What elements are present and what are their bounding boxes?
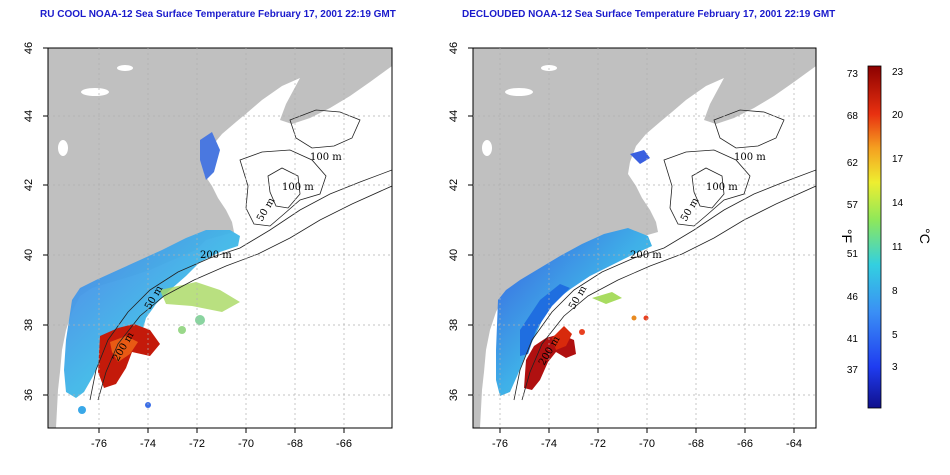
right-eddy <box>643 315 649 321</box>
colorbar-gradient <box>867 65 882 409</box>
fahrenheit-tick: 57 <box>847 200 859 211</box>
right-grid <box>473 48 816 428</box>
fahrenheit-tick: 51 <box>847 249 859 260</box>
right-x-tick: -64 <box>786 438 802 450</box>
left-y-tick: 46 <box>23 42 35 54</box>
right-x-tick: -68 <box>688 438 704 450</box>
left-contour-label: 100 m <box>310 152 342 163</box>
right-eddy <box>592 292 622 304</box>
left-eddy <box>178 326 186 334</box>
right-frame <box>472 47 817 429</box>
right-contour-label: 100 m <box>706 182 738 193</box>
left-map: 100 m 100 m 50 m 200 m 50 m 200 m -76 -7… <box>23 42 393 450</box>
left-map-title: RU COOL NOAA-12 Sea Surface Temperature … <box>40 9 396 20</box>
fahrenheit-tick: 41 <box>847 334 859 345</box>
left-lake <box>117 65 133 71</box>
right-x-tick: -74 <box>541 438 557 450</box>
left-lake <box>58 140 68 156</box>
right-cold-band <box>496 228 652 396</box>
right-ticks <box>468 47 795 433</box>
left-gulfstream-core <box>110 336 138 362</box>
left-patch <box>78 406 86 414</box>
right-contour-label: 200 m <box>630 250 662 261</box>
left-offshore-cold <box>200 132 220 180</box>
left-eddy <box>195 315 205 325</box>
left-contour-label: 200 m <box>200 250 232 261</box>
right-eddy <box>631 315 637 321</box>
right-y-tick: 42 <box>448 179 460 191</box>
right-lake <box>482 140 492 156</box>
right-lake <box>505 88 533 96</box>
left-ticks <box>43 47 345 433</box>
celsius-tick: 8 <box>892 286 898 297</box>
right-y-tick: 46 <box>448 42 460 54</box>
right-x-tick: -70 <box>639 438 655 450</box>
celsius-unit-label: °C <box>917 228 933 244</box>
left-x-tick: -74 <box>140 438 156 450</box>
left-grid <box>48 48 392 428</box>
left-x-tick: -70 <box>238 438 254 450</box>
left-contour-label: 100 m <box>282 182 314 193</box>
right-northern-cold <box>630 150 650 164</box>
right-map-title: DECLOUDED NOAA-12 Sea Surface Temperatur… <box>462 9 836 20</box>
right-bathymetry <box>513 109 816 401</box>
left-y-tick: 40 <box>23 249 35 261</box>
right-contour-label: 100 m <box>734 152 766 163</box>
left-x-tick: -68 <box>287 438 303 450</box>
fahrenheit-tick: 73 <box>847 69 859 80</box>
right-gulfstream <box>524 334 576 390</box>
right-map: 100 m 100 m 50 m 200 m 50 m 200 m -76 -7… <box>448 42 817 450</box>
left-x-tick: -72 <box>189 438 205 450</box>
left-land <box>48 48 392 428</box>
fahrenheit-tick: 46 <box>847 292 859 303</box>
right-shelf-strip <box>520 284 570 356</box>
left-frame <box>47 47 393 429</box>
left-lake <box>81 88 109 96</box>
celsius-tick: 3 <box>892 362 898 373</box>
fahrenheit-tick: 68 <box>847 111 859 122</box>
left-y-tick: 38 <box>23 319 35 331</box>
left-y-tick: 44 <box>23 110 35 122</box>
left-x-tick: -66 <box>336 438 352 450</box>
left-y-tick: 36 <box>23 389 35 401</box>
celsius-tick: 20 <box>892 110 904 121</box>
fahrenheit-tick: 62 <box>847 158 859 169</box>
right-y-tick: 40 <box>448 249 460 261</box>
left-gulfstream <box>98 324 160 388</box>
celsius-tick: 5 <box>892 330 898 341</box>
right-y-tick: 38 <box>448 319 460 331</box>
celsius-tick: 17 <box>892 154 904 165</box>
right-y-tick: 36 <box>448 389 460 401</box>
right-eddy <box>579 329 585 335</box>
celsius-tick: 11 <box>892 242 903 253</box>
right-y-tick: 44 <box>448 110 460 122</box>
right-x-tick: -76 <box>492 438 508 450</box>
right-x-tick: -66 <box>737 438 753 450</box>
right-warm-filament <box>552 326 572 350</box>
right-nova-scotia <box>704 56 816 124</box>
left-nova-scotia <box>280 56 392 124</box>
right-land <box>473 48 816 428</box>
celsius-tick: 23 <box>892 67 904 78</box>
fahrenheit-unit-label: °F <box>839 229 855 243</box>
colorbar: 73 68 62 57 51 46 41 37 23 20 17 14 11 8… <box>839 65 933 409</box>
celsius-tick: 14 <box>892 198 904 209</box>
fahrenheit-tick: 37 <box>847 365 859 376</box>
left-warm-eddies <box>160 282 240 312</box>
left-x-tick: -76 <box>91 438 107 450</box>
right-x-tick: -72 <box>590 438 606 450</box>
left-y-tick: 42 <box>23 179 35 191</box>
